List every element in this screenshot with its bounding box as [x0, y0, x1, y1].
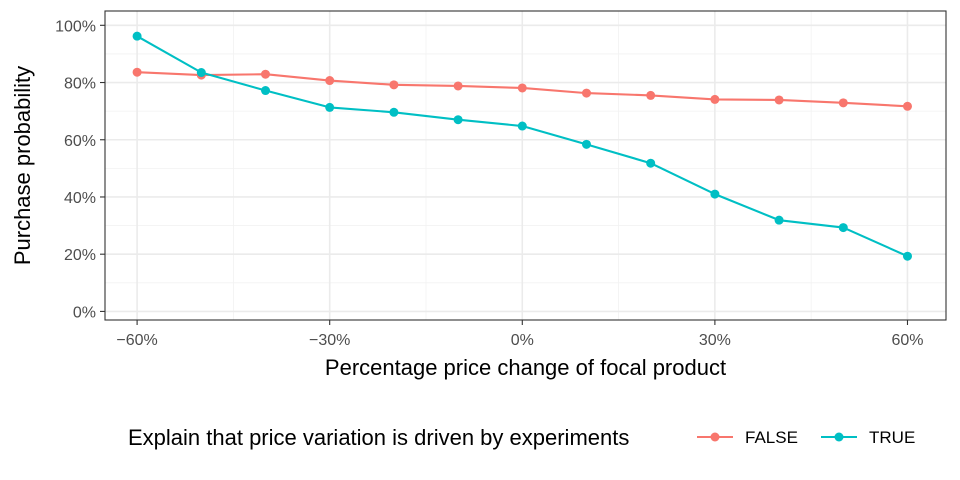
data-point-true — [646, 158, 656, 168]
y-tick-label: 80% — [64, 76, 96, 93]
x-tick-label: −30% — [309, 332, 350, 349]
legend-item-false: FALSE — [697, 428, 798, 447]
y-tick-label: 0% — [73, 304, 96, 321]
y-tick-label: 20% — [64, 247, 96, 264]
data-point-false — [453, 81, 463, 91]
legend-label-false: FALSE — [745, 428, 798, 447]
data-point-true — [453, 115, 463, 125]
series-layer — [132, 31, 912, 261]
data-point-true — [132, 31, 142, 41]
data-point-true — [325, 102, 335, 112]
data-point-false — [132, 67, 142, 77]
legend: Explain that price variation is driven b… — [128, 425, 915, 450]
data-point-false — [260, 69, 270, 79]
legend-key-true-point — [834, 432, 844, 442]
y-tick-label: 40% — [64, 190, 96, 207]
data-point-true — [902, 251, 912, 261]
data-point-false — [838, 98, 848, 108]
y-tick-label: 100% — [55, 18, 96, 35]
data-point-false — [517, 83, 527, 93]
y-tick-label: 60% — [64, 133, 96, 150]
data-point-false — [325, 76, 335, 86]
data-point-true — [710, 189, 720, 199]
y-axis-title: Purchase probability — [10, 66, 35, 265]
x-axis-title: Percentage price change of focal product — [325, 355, 726, 380]
legend-label-true: TRUE — [869, 428, 915, 447]
data-point-true — [196, 68, 206, 78]
data-point-true — [389, 107, 399, 117]
legend-item-true: TRUE — [821, 428, 915, 447]
data-point-false — [710, 94, 720, 104]
x-tick-label: 30% — [699, 332, 731, 349]
panel-border — [104, 10, 947, 321]
panel-background — [105, 11, 946, 320]
axis-ticks: −60% −30% 0% 30% 60% 0% 20% 40% 60% 80% 100% — [55, 18, 923, 349]
data-point-true — [260, 86, 270, 96]
data-point-true — [838, 223, 848, 233]
data-point-true — [774, 215, 784, 225]
major-gridlines — [105, 11, 946, 320]
x-tick-label: 0% — [511, 332, 534, 349]
legend-key-false-point — [710, 432, 720, 442]
data-point-true — [581, 139, 591, 149]
x-tick-label: 60% — [891, 332, 923, 349]
data-point-false — [389, 80, 399, 90]
data-point-false — [774, 95, 784, 105]
legend-title: Explain that price variation is driven b… — [128, 425, 629, 450]
data-point-false — [581, 88, 591, 98]
data-point-false — [902, 101, 912, 111]
data-point-true — [517, 121, 527, 131]
data-point-false — [646, 90, 656, 100]
minor-gridlines — [105, 11, 946, 320]
x-tick-label: −60% — [116, 332, 157, 349]
